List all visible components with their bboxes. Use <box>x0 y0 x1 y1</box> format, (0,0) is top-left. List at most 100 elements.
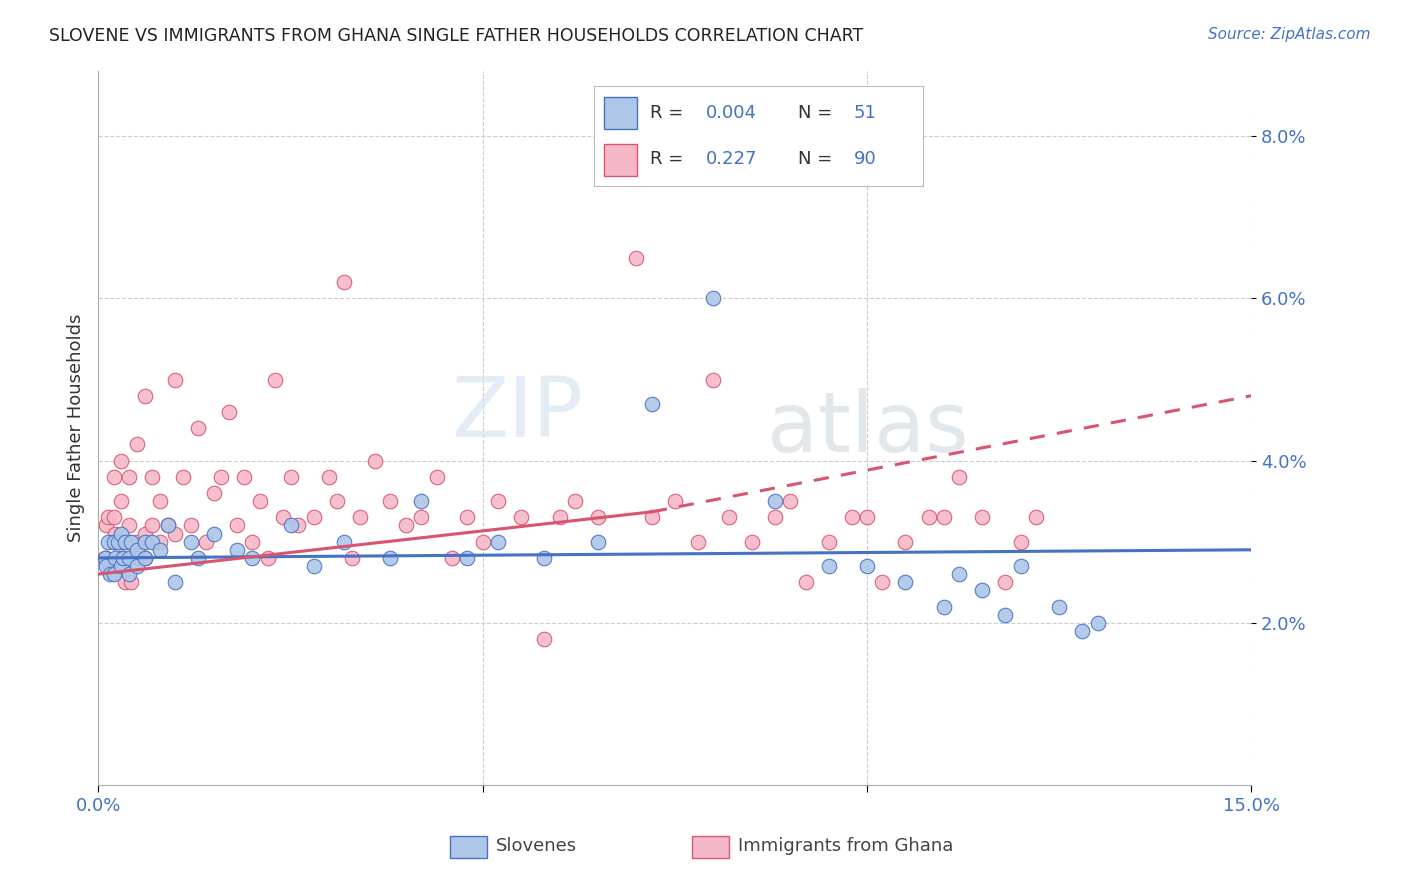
Point <box>641 510 664 524</box>
Point <box>486 534 509 549</box>
Point <box>103 510 125 524</box>
Point <box>165 526 187 541</box>
Point <box>411 494 433 508</box>
Point <box>94 518 117 533</box>
Point <box>125 559 148 574</box>
Point <box>510 510 533 524</box>
Point <box>218 405 240 419</box>
Point <box>93 550 115 565</box>
Point <box>763 494 786 508</box>
Point <box>98 567 121 582</box>
Point <box>125 542 148 557</box>
Point <box>641 397 664 411</box>
Point <box>917 510 939 524</box>
Point <box>134 389 156 403</box>
Point <box>111 550 134 565</box>
Point <box>333 534 356 549</box>
Point <box>1025 510 1047 524</box>
Point <box>280 518 302 533</box>
Text: atlas: atlas <box>768 388 969 468</box>
Text: Immigrants from Ghana: Immigrants from Ghana <box>738 837 953 855</box>
Point <box>894 575 917 590</box>
Point <box>702 372 724 386</box>
Point <box>225 542 247 557</box>
Point <box>456 510 478 524</box>
Point <box>364 453 387 467</box>
Point <box>104 526 127 541</box>
Point <box>110 550 132 565</box>
Point <box>380 550 402 565</box>
Point <box>440 550 463 565</box>
Point <box>456 550 478 565</box>
Point <box>134 550 156 565</box>
Point <box>120 534 142 549</box>
Point <box>932 599 955 614</box>
Point <box>156 518 179 533</box>
Point <box>1087 615 1109 630</box>
Point <box>125 437 148 451</box>
Point <box>125 534 148 549</box>
Point <box>118 534 141 549</box>
Point <box>114 575 136 590</box>
Point <box>134 526 156 541</box>
Point <box>249 494 271 508</box>
Point <box>134 534 156 549</box>
Point <box>287 518 309 533</box>
Point <box>856 510 879 524</box>
Point <box>340 550 363 565</box>
Point <box>486 494 509 508</box>
Point <box>94 550 117 565</box>
Point <box>107 534 129 549</box>
Point <box>202 486 225 500</box>
Point <box>120 575 142 590</box>
Point <box>118 567 141 582</box>
Point <box>411 510 433 524</box>
Point <box>187 421 209 435</box>
Point <box>717 510 740 524</box>
Point <box>149 494 172 508</box>
Point <box>779 494 801 508</box>
Point <box>156 518 179 533</box>
Point <box>741 534 763 549</box>
Point <box>110 559 132 574</box>
Point <box>841 510 863 524</box>
Y-axis label: Single Father Households: Single Father Households <box>66 314 84 542</box>
Point <box>380 494 402 508</box>
Point <box>134 550 156 565</box>
Point <box>195 534 218 549</box>
Point <box>98 559 121 574</box>
Point <box>817 534 839 549</box>
Point <box>664 494 686 508</box>
Point <box>149 534 172 549</box>
Point <box>564 494 586 508</box>
Point <box>149 542 172 557</box>
Point <box>302 510 325 524</box>
Point <box>264 372 287 386</box>
Point <box>932 510 955 524</box>
Point <box>94 559 117 574</box>
Point <box>225 518 247 533</box>
Point <box>626 251 648 265</box>
Point <box>533 632 555 646</box>
Point <box>302 559 325 574</box>
Point <box>97 510 120 524</box>
Point <box>202 526 225 541</box>
Point <box>325 494 347 508</box>
Point <box>586 534 609 549</box>
Point <box>110 526 132 541</box>
Text: Source: ZipAtlas.com: Source: ZipAtlas.com <box>1208 27 1371 42</box>
Point <box>118 518 141 533</box>
Point <box>533 550 555 565</box>
Point <box>125 550 148 565</box>
Point <box>103 470 125 484</box>
Point <box>794 575 817 590</box>
Point <box>111 534 134 549</box>
Point <box>1010 559 1032 574</box>
Point <box>426 470 449 484</box>
Point <box>548 510 571 524</box>
Text: Slovenes: Slovenes <box>496 837 578 855</box>
Point <box>280 470 302 484</box>
Point <box>972 510 994 524</box>
Point <box>209 470 232 484</box>
Point <box>180 518 202 533</box>
